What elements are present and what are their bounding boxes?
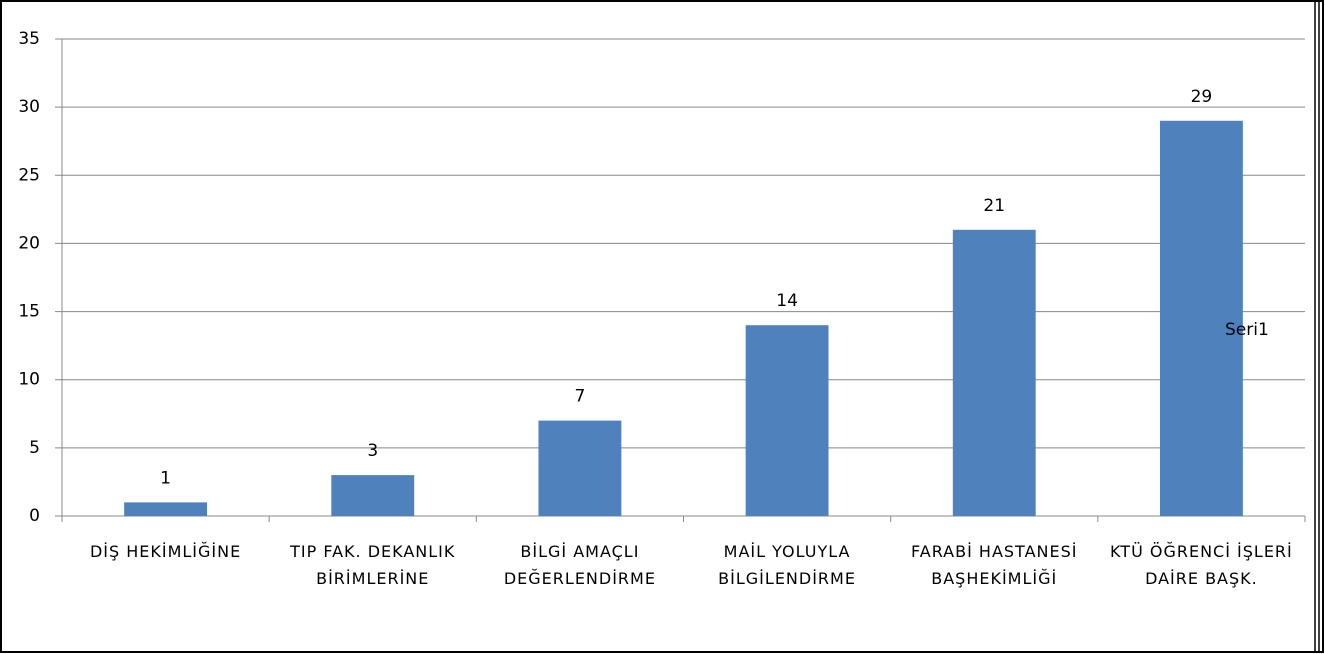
bar <box>124 502 208 516</box>
x-tick-label: TIP FAK. DEKANLIK BİRİMLERİNE <box>290 542 456 588</box>
y-tick-label: 15 <box>18 302 40 322</box>
y-tick-label: 25 <box>18 165 40 185</box>
data-label: 1 <box>160 468 171 488</box>
y-tick-label: 5 <box>29 438 40 458</box>
y-tick-label: 10 <box>18 370 40 390</box>
x-tick-label: FARABİ HASTANESİ BAŞHEKİMLİĞİ <box>911 542 1078 588</box>
data-label: 14 <box>776 291 798 311</box>
bar <box>952 229 1036 517</box>
y-tick-label: 35 <box>18 29 40 49</box>
legend-label: Seri1 <box>1225 320 1269 340</box>
y-tick-label: 30 <box>18 97 40 117</box>
bar <box>331 475 415 516</box>
y-tick-label: 0 <box>29 506 40 526</box>
bar <box>745 325 829 516</box>
bar <box>1159 120 1243 517</box>
x-tick-label: MAİL YOLUYLA BİLGİLENDİRME <box>718 542 856 588</box>
data-label: 21 <box>983 196 1005 216</box>
data-label: 7 <box>575 387 586 407</box>
bar <box>538 420 622 516</box>
y-tick-label: 20 <box>18 233 40 253</box>
data-label: 3 <box>367 441 378 461</box>
x-tick-label: BİLGİ AMAÇLI DEĞERLENDİRME <box>503 542 656 588</box>
x-tick-label: DİŞ HEKİMLİĞİNE <box>89 542 242 561</box>
x-tick-label: KTÜ ÖĞRENCİ İŞLERİ DAİRE BAŞK. <box>1110 542 1293 588</box>
data-label: 29 <box>1191 87 1213 107</box>
